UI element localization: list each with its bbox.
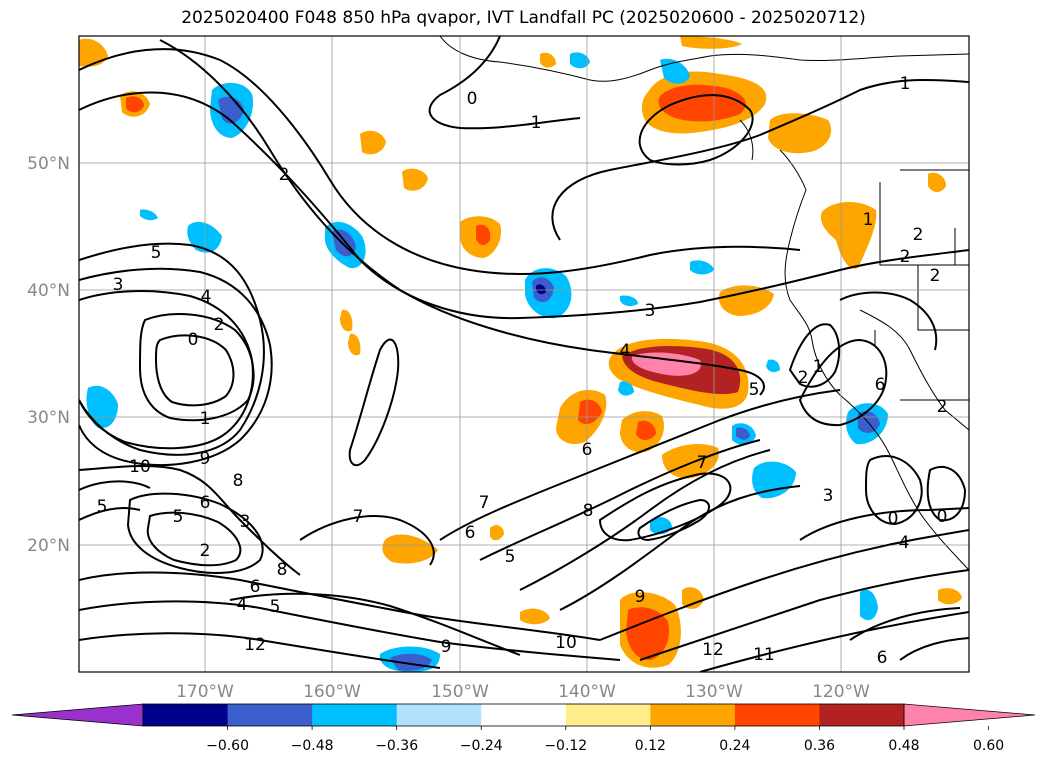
lat-label-50n: 50°N bbox=[27, 154, 70, 174]
contour-label: 8 bbox=[583, 501, 594, 521]
colorbar-segment bbox=[565, 704, 651, 726]
contour-label: 0 bbox=[467, 89, 478, 109]
colorbar-tick-label: −0.36 bbox=[375, 738, 418, 754]
contour-label: 6 bbox=[465, 523, 476, 543]
contour-label: 2 bbox=[930, 266, 941, 286]
contour-label: 9 bbox=[200, 449, 211, 469]
colorbar-tick-label: 0.24 bbox=[719, 738, 750, 754]
colorbar-segment bbox=[227, 704, 313, 726]
contour-label: 1 bbox=[863, 210, 874, 230]
lat-label-20n: 20°N bbox=[27, 536, 70, 556]
colorbar-segment bbox=[312, 704, 398, 726]
colorbar-tick-label: −0.60 bbox=[206, 738, 249, 754]
contour-label: 7 bbox=[479, 493, 490, 513]
contour-label: 5 bbox=[749, 380, 760, 400]
colorbar-segments bbox=[11, 703, 1036, 727]
latitude-labels: 50°N 40°N 30°N 20°N bbox=[27, 154, 70, 556]
contour-label: 0 bbox=[937, 507, 948, 527]
lon-label-160w: 160°W bbox=[303, 682, 361, 702]
contour-label: 10 bbox=[555, 633, 577, 653]
contour-label: 5 bbox=[173, 507, 184, 527]
colorbar-segment bbox=[396, 704, 482, 726]
contour-label: 9 bbox=[441, 637, 452, 657]
contour-label: 5 bbox=[151, 243, 162, 263]
contour-label: 7 bbox=[697, 453, 708, 473]
colorbar-segment bbox=[650, 704, 736, 726]
contour-label: 6 bbox=[250, 577, 261, 597]
contour-label: 6 bbox=[582, 440, 593, 460]
contour-label: 6 bbox=[875, 375, 886, 395]
colorbar-extension-low bbox=[11, 703, 144, 727]
contour-label: 4 bbox=[899, 533, 910, 553]
colorbar-ticks: −0.60 −0.48 −0.36 −0.24 −0.12 0.12 0.24 0.36 0.4… bbox=[206, 726, 1004, 754]
contour-label: 2 bbox=[900, 247, 911, 267]
colorbar-tick-label: −0.48 bbox=[291, 738, 334, 754]
contour-label: 1 bbox=[900, 74, 911, 94]
colorbar-tick-label: 0.60 bbox=[973, 738, 1004, 754]
colorbar-extension-high bbox=[903, 703, 1036, 727]
contour-label: 10 bbox=[129, 457, 151, 477]
colorbar-border bbox=[142, 703, 905, 727]
colorbar-tick-label: −0.12 bbox=[544, 738, 587, 754]
contour-label: 9 bbox=[635, 587, 646, 607]
contour-label: 1 bbox=[200, 409, 211, 429]
contour-label: 4 bbox=[620, 341, 631, 361]
contour-label: 3 bbox=[240, 512, 251, 532]
contour-label: 3 bbox=[113, 275, 124, 295]
contour-label: 11 bbox=[753, 645, 775, 665]
contour-label: 0 bbox=[188, 330, 199, 350]
lon-label-150w: 150°W bbox=[431, 682, 489, 702]
contour-label: 4 bbox=[237, 595, 248, 615]
contour-label: 7 bbox=[353, 507, 364, 527]
contour-label: 12 bbox=[244, 635, 266, 655]
contour-label: 2 bbox=[937, 397, 948, 417]
contour-label: 8 bbox=[233, 471, 244, 491]
map-title: 2025020400 F048 850 hPa qvapor, IVT Land… bbox=[181, 8, 866, 28]
lon-label-140w: 140°W bbox=[558, 682, 616, 702]
lat-label-40n: 40°N bbox=[27, 281, 70, 301]
contour-label: 2 bbox=[214, 315, 225, 335]
ivt-contours bbox=[79, 36, 969, 672]
colorbar-segment bbox=[734, 704, 820, 726]
contour-label: 8 bbox=[277, 560, 288, 580]
contour-label: 4 bbox=[201, 287, 212, 307]
coastlines bbox=[439, 36, 969, 571]
contour-label: 3 bbox=[645, 301, 656, 321]
contour-label: 5 bbox=[270, 597, 281, 617]
contour-label: 2 bbox=[279, 165, 290, 185]
contour-label: 2 bbox=[798, 368, 809, 388]
contour-label: 2 bbox=[913, 225, 924, 245]
graticule bbox=[79, 36, 969, 672]
contour-label: 0 bbox=[888, 509, 899, 529]
colorbar-tick-label: 0.48 bbox=[888, 738, 919, 754]
contour-label: 1 bbox=[531, 113, 542, 133]
contour-label: 2 bbox=[200, 541, 211, 561]
contour-label: 12 bbox=[702, 640, 724, 660]
lon-label-120w: 120°W bbox=[812, 682, 870, 702]
colorbar-segment bbox=[819, 704, 905, 726]
colorbar-tick-label: 0.36 bbox=[804, 738, 835, 754]
contour-label: 5 bbox=[505, 547, 516, 567]
contour-label: 3 bbox=[823, 486, 834, 506]
lat-label-30n: 30°N bbox=[27, 408, 70, 428]
longitude-labels: 170°W 160°W 150°W 140°W 130°W 120°W bbox=[176, 682, 870, 702]
lon-label-170w: 170°W bbox=[176, 682, 234, 702]
colorbar-segment bbox=[143, 704, 229, 726]
contour-label: 6 bbox=[877, 648, 888, 668]
map-frame bbox=[78, 35, 970, 673]
contour-label: 6 bbox=[200, 493, 211, 513]
contour-label: 1 bbox=[813, 357, 824, 377]
colorbar-tick-label: −0.24 bbox=[460, 738, 503, 754]
colorbar-segment bbox=[481, 704, 567, 726]
lon-label-130w: 130°W bbox=[685, 682, 743, 702]
contour-label: 5 bbox=[97, 497, 108, 517]
colorbar-tick-label: 0.12 bbox=[635, 738, 666, 754]
